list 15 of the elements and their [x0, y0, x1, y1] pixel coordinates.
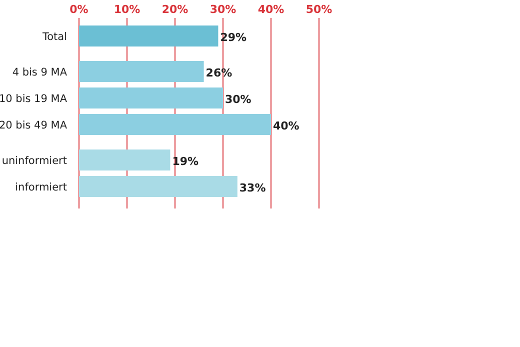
- y-tick-label: uninformiert: [2, 155, 67, 167]
- x-tick-label: 40%: [258, 3, 284, 16]
- y-tick-label: Total: [41, 31, 67, 43]
- y-tick-label: 4 bis 9 MA: [12, 66, 68, 78]
- y-tick-label: 10 bis 19 MA: [0, 93, 68, 105]
- x-tick-label: 10%: [114, 3, 140, 16]
- data-label: 33%: [239, 182, 266, 194]
- y-tick-label: 20 bis 49 MA: [0, 120, 68, 132]
- data-label: 30%: [225, 93, 252, 106]
- x-tick-label: 0%: [70, 3, 88, 16]
- y-tick-label: informiert: [15, 182, 67, 194]
- data-label: 40%: [273, 120, 300, 132]
- x-tick-label: 50%: [306, 3, 332, 16]
- x-tick-label: 20%: [162, 3, 188, 16]
- x-tick-label: 30%: [210, 3, 236, 16]
